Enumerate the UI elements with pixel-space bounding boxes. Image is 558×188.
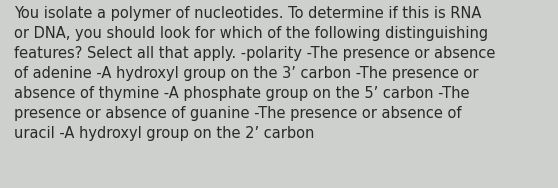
Text: You isolate a polymer of nucleotides. To determine if this is RNA
or DNA, you sh: You isolate a polymer of nucleotides. To… [14, 6, 496, 141]
